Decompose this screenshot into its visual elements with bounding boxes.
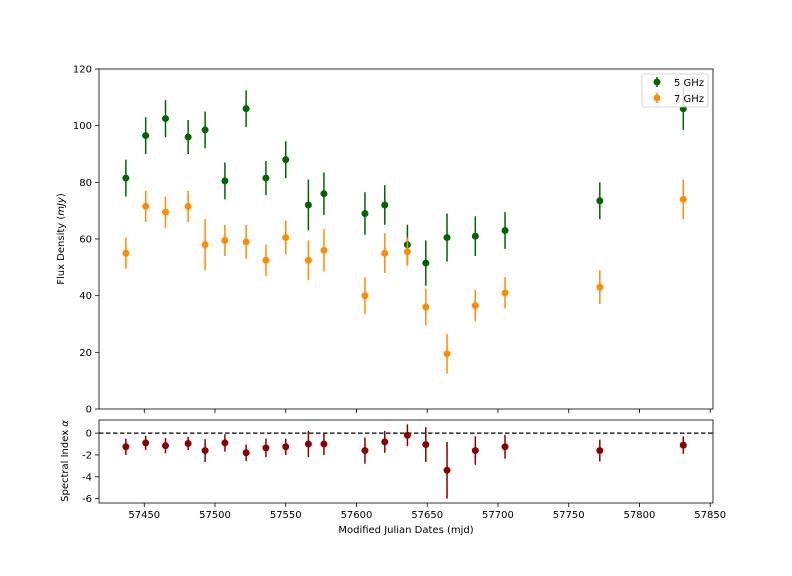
data-point-7-ghz bbox=[422, 303, 430, 311]
flux-density-y-axis-label: Flux Density (mJy) bbox=[56, 193, 67, 285]
legend: 5 GHz 7 GHz bbox=[641, 73, 709, 108]
data-point-7-ghz bbox=[262, 256, 270, 264]
data-point-5-ghz bbox=[161, 115, 169, 123]
data-point-5-ghz bbox=[422, 259, 430, 267]
data-point-spectral-index bbox=[679, 441, 687, 449]
x-tick-label: 57800 bbox=[624, 510, 656, 521]
flux-density-x-ticks bbox=[143, 409, 711, 413]
data-point-spectral-index bbox=[361, 447, 369, 455]
x-tick-label: 57750 bbox=[553, 510, 585, 521]
data-point-7-ghz bbox=[122, 249, 130, 257]
data-point-5-ghz bbox=[361, 210, 369, 217]
x-axis-label: Modified Julian Dates (mjd) bbox=[338, 525, 473, 536]
legend-marker-5ghz bbox=[653, 77, 661, 87]
spectral-index-axes-frame bbox=[98, 419, 714, 504]
data-point-5-ghz bbox=[282, 156, 290, 164]
data-point-7-ghz bbox=[679, 195, 687, 203]
data-point-spectral-index bbox=[501, 443, 509, 451]
data-point-spectral-index bbox=[142, 439, 150, 447]
data-point-5-ghz bbox=[381, 201, 389, 209]
data-point-7-ghz bbox=[403, 248, 411, 256]
data-point-7-ghz bbox=[361, 292, 369, 300]
x-tick-label: 57450 bbox=[128, 510, 160, 521]
data-point-spectral-index bbox=[304, 440, 312, 448]
data-point-spectral-index bbox=[596, 447, 604, 455]
spectral-index-y-axis-label: Spectral Index α bbox=[60, 420, 71, 502]
flux-y-tick-label: 120 bbox=[73, 65, 92, 76]
data-point-spectral-index bbox=[422, 441, 430, 449]
data-point-7-ghz bbox=[142, 202, 150, 210]
flux-y-tick-label: 40 bbox=[79, 291, 92, 302]
spectral-y-tick-label: -4 bbox=[82, 472, 92, 483]
data-point-7-ghz bbox=[471, 302, 479, 310]
flux-y-tick-label: 100 bbox=[73, 121, 92, 132]
series-spectral-index bbox=[122, 424, 687, 499]
data-point-5-ghz bbox=[320, 190, 328, 198]
data-point-7-ghz bbox=[221, 236, 229, 244]
data-point-7-ghz bbox=[320, 246, 328, 254]
data-point-5-ghz bbox=[184, 133, 192, 141]
data-point-spectral-index bbox=[201, 447, 209, 455]
data-point-spectral-index bbox=[262, 444, 270, 452]
spectral-index-y-ticks: -6 -4 -2 0 bbox=[82, 429, 99, 505]
data-point-spectral-index bbox=[443, 466, 451, 474]
data-point-5-ghz bbox=[242, 105, 250, 113]
flux-density-marks bbox=[122, 87, 687, 374]
legend-marker-7ghz bbox=[653, 93, 661, 103]
flux-y-tick-label: 0 bbox=[86, 405, 92, 416]
x-tick-label: 57500 bbox=[199, 510, 231, 521]
data-point-spectral-index bbox=[184, 439, 192, 447]
data-point-spectral-index bbox=[161, 442, 169, 450]
x-tick-label: 57850 bbox=[694, 510, 726, 521]
legend-label-7ghz: 7 GHz bbox=[674, 94, 704, 105]
flux-y-tick-label: 20 bbox=[79, 348, 92, 359]
spectral-y-tick-label: -2 bbox=[82, 450, 92, 461]
data-point-5-ghz bbox=[596, 197, 604, 205]
flux-density-y-ticks: 0 20 40 60 80 100 120 bbox=[73, 65, 99, 416]
data-point-5-ghz bbox=[443, 234, 451, 242]
flux-density-panel: 0 20 40 60 80 100 120 Flux Density (mJy) 5 GHz… bbox=[56, 65, 714, 416]
x-tick-label: 57600 bbox=[341, 510, 373, 521]
data-point-spectral-index bbox=[471, 447, 479, 455]
x-tick-label: 57700 bbox=[482, 510, 514, 521]
data-point-7-ghz bbox=[596, 283, 604, 291]
series-7-ghz bbox=[122, 179, 687, 374]
legend-label-5ghz: 5 GHz bbox=[674, 78, 704, 89]
data-point-7-ghz bbox=[184, 202, 192, 210]
spectral-y-tick-label: -6 bbox=[82, 494, 92, 505]
data-point-7-ghz bbox=[381, 249, 389, 257]
data-point-spectral-index bbox=[282, 443, 290, 451]
data-point-spectral-index bbox=[403, 431, 411, 439]
data-point-5-ghz bbox=[304, 201, 312, 209]
data-point-5-ghz bbox=[122, 174, 130, 182]
data-point-spectral-index bbox=[320, 440, 328, 448]
spectral-index-marks bbox=[99, 424, 713, 499]
data-point-5-ghz bbox=[221, 177, 229, 185]
data-point-spectral-index bbox=[381, 438, 389, 446]
data-point-5-ghz bbox=[471, 232, 479, 240]
flux-y-tick-label: 80 bbox=[79, 178, 92, 189]
data-point-spectral-index bbox=[122, 443, 130, 451]
data-point-7-ghz bbox=[201, 241, 209, 249]
data-point-5-ghz bbox=[501, 227, 509, 234]
x-tick-label: 57650 bbox=[411, 510, 443, 521]
spectral-index-x-ticks: 57450 57500 57550 57600 57650 57700 57750 57800… bbox=[128, 503, 726, 521]
data-point-7-ghz bbox=[242, 238, 250, 246]
x-tick-label: 57550 bbox=[270, 510, 302, 521]
data-point-7-ghz bbox=[501, 289, 509, 297]
data-point-7-ghz bbox=[304, 256, 312, 264]
spectral-index-panel: -6-4-20 57450 57500 57550 57600 57650 57700 57… bbox=[60, 419, 726, 536]
data-point-7-ghz bbox=[282, 234, 290, 242]
spectral-y-tick-label: 0 bbox=[86, 429, 92, 440]
data-point-7-ghz bbox=[161, 208, 169, 216]
data-point-5-ghz bbox=[201, 126, 209, 134]
data-point-5-ghz bbox=[142, 132, 150, 140]
data-point-spectral-index bbox=[242, 449, 250, 457]
flux-y-tick-label: 60 bbox=[79, 235, 92, 246]
data-point-7-ghz bbox=[443, 350, 451, 358]
data-point-spectral-index bbox=[221, 439, 229, 447]
data-point-5-ghz bbox=[262, 174, 270, 182]
